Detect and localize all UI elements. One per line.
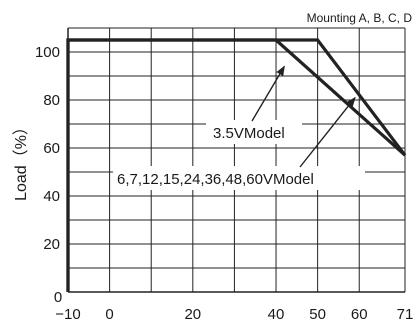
x-tick-label: 60: [351, 306, 368, 323]
y-axis-title: Load（%）: [12, 119, 30, 201]
annotation-label: 6,7,12,15,24,36,48,60VModel: [117, 171, 314, 188]
annotation-arrow: [251, 65, 285, 122]
y-tick-label: 20: [43, 236, 60, 253]
annotation-label: 3.5VModel: [213, 125, 285, 142]
y-tick-label: 40: [43, 188, 60, 205]
annotation-box: [206, 120, 302, 144]
y-tick-label: 0: [54, 289, 62, 306]
annotations: 3.5VModel 6,7,12,15,24,36,48,60VModel: [113, 65, 365, 190]
x-tick-label: 20: [184, 306, 201, 323]
y-tick-label: 60: [43, 140, 60, 157]
x-tick-label: 71: [397, 306, 414, 323]
x-tick-label: 0: [105, 306, 113, 323]
annotation-arrow: [299, 96, 356, 168]
x-tick-label: 40: [268, 306, 285, 323]
annotation-box: [113, 166, 365, 190]
y-tick-label: 100: [35, 44, 60, 61]
chart-subtitle: Mounting A, B, C, D: [307, 11, 413, 25]
x-tick-label: −10: [55, 306, 80, 323]
x-tick-label: 50: [309, 306, 326, 323]
y-tick-label: 80: [43, 92, 60, 109]
grid: [67, 27, 406, 292]
